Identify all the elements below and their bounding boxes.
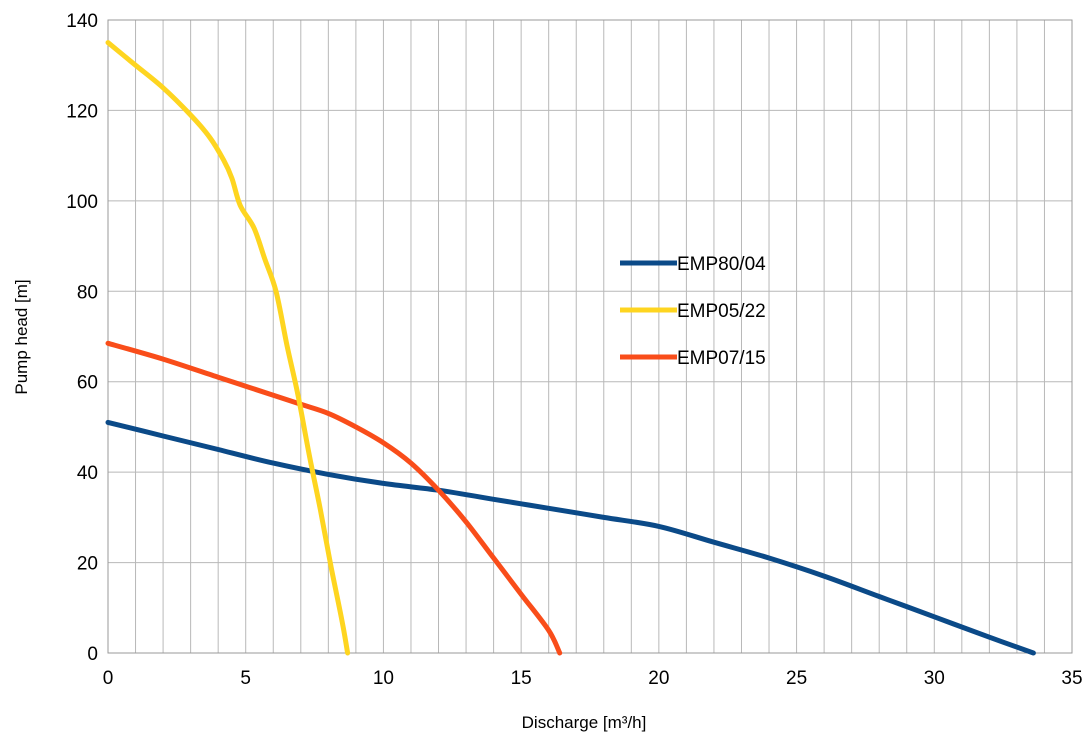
y-tick-label: 80: [77, 282, 98, 303]
legend: EMP80/04 EMP05/22 EMP07/15: [620, 254, 766, 369]
x-axis-label: Discharge [m³/h]: [522, 713, 647, 732]
x-tick-label: 35: [1061, 668, 1082, 689]
y-tick-label: 100: [66, 192, 98, 213]
x-tick-label: 0: [103, 668, 114, 689]
legend-label: EMP05/22: [677, 301, 766, 322]
series-lines: [105, 40, 1036, 656]
x-tick-label: 10: [373, 668, 394, 689]
x-tick-label: 15: [511, 668, 532, 689]
x-tick-label: 30: [924, 668, 945, 689]
plot-frame: [107, 19, 1073, 654]
x-tick-label: 5: [240, 668, 251, 689]
x-tick-label: 20: [648, 668, 669, 689]
y-tick-label: 40: [77, 463, 98, 484]
legend-item: EMP05/22: [620, 301, 766, 322]
y-axis-label: Pump head [m]: [12, 279, 31, 394]
legend-label: EMP80/04: [677, 254, 766, 275]
y-tick-label: 140: [66, 11, 98, 32]
series-line-emp07-15: [105, 340, 563, 656]
y-tick-label: 20: [77, 554, 98, 575]
grid: [107, 19, 1073, 654]
series-line-emp80-04: [105, 419, 1036, 656]
y-tick-label: 0: [87, 644, 98, 665]
y-tick-label: 60: [77, 373, 98, 394]
x-tick-label: 25: [786, 668, 807, 689]
legend-item: EMP80/04: [620, 254, 766, 275]
legend-item: EMP07/15: [620, 348, 766, 369]
x-tick-labels: 0 5 10 15 20 25 30 35: [103, 668, 1083, 689]
y-tick-labels: 0 20 40 60 80 100 120 140: [66, 11, 98, 665]
legend-label: EMP07/15: [677, 348, 766, 369]
y-tick-label: 120: [66, 101, 98, 122]
series-line-emp05-22: [105, 40, 351, 656]
